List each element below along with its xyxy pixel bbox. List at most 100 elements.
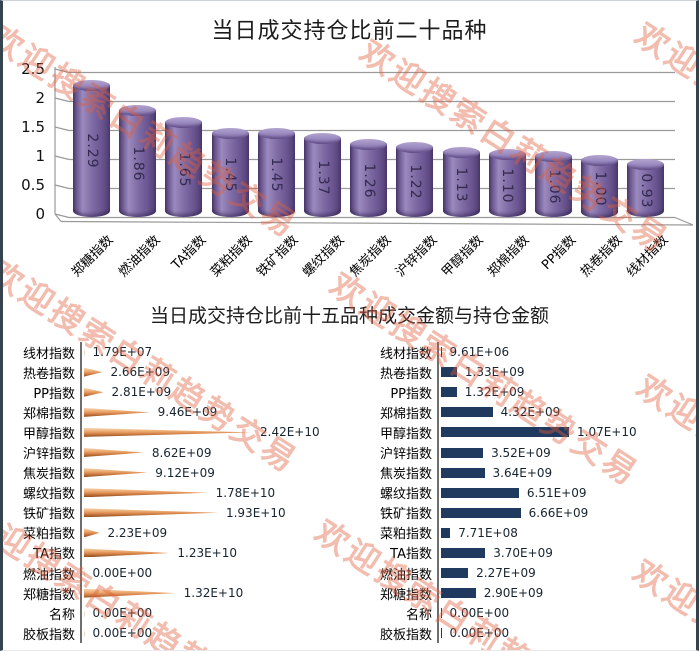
cylinder-bar: 1.37 — [304, 133, 341, 218]
bar-area: 2.66E+09 — [80, 362, 357, 383]
cylinder-bar: 1.65 — [165, 116, 203, 218]
category-label: 郑糖指数 — [22, 587, 75, 603]
category-label: 焦炭指数 — [379, 467, 432, 483]
chart-row: 菜粕指数 7.71E+08 — [359, 522, 696, 543]
category-label: 螺纹指数 — [379, 487, 432, 503]
cone-bar — [84, 347, 85, 357]
cylinder-top — [165, 116, 203, 128]
chart-row: TA指数 3.70E+09 — [359, 542, 696, 564]
category-label: 菜粕指数 — [379, 527, 432, 543]
top-chart-plot: 0 0.5 1 1.5 2 2.5 2.29 郑糖指数 1.86 燃油指数 1.65 TA指数 1.45… — [3, 49, 696, 304]
bar-area: 0.00E+00 — [80, 603, 357, 624]
cylinder-top — [581, 154, 619, 166]
bar-area: 1.78E+10 — [80, 482, 357, 503]
cylinder-top — [350, 139, 388, 151]
bar-area: 7.71E+08 — [437, 522, 696, 543]
bar-value-label: 6.51E+09 — [526, 485, 587, 500]
bar-value-label: 9.46E+09 — [157, 405, 218, 420]
bar-value-label: 1.26 — [360, 163, 377, 199]
cylinder-bar: 1.86 — [119, 104, 157, 218]
cone-bar — [84, 588, 176, 598]
chart-row: 胶板指数 0.00E+00 — [5, 623, 357, 644]
bar-value-label: 7.71E+08 — [458, 525, 518, 540]
cone-bar — [84, 528, 100, 538]
bar-value-label: 1.13 — [453, 167, 470, 203]
cylinder-top — [535, 151, 572, 163]
gridline — [54, 68, 70, 74]
cone-bar — [84, 387, 104, 397]
bar-area: 1.32E+09 — [437, 382, 696, 403]
bar-area: 0.00E+00 — [80, 623, 357, 644]
cylinder-body: 1.10 — [488, 153, 526, 218]
bar-area: 2.23E+09 — [80, 522, 357, 543]
bar-value-label: 1.32E+10 — [183, 586, 244, 601]
chart-row: 郑糖指数 2.90E+09 — [359, 583, 696, 604]
bar-value-label: 1.06 — [545, 169, 562, 205]
category-label: 焦炭指数 — [22, 467, 75, 483]
category-label: 郑棉指数 — [379, 406, 432, 422]
cylinder-top — [396, 141, 434, 153]
bar-value-label: 1.93E+10 — [225, 505, 286, 520]
cone-bar — [84, 468, 148, 478]
bar-area: 1.33E+09 — [437, 362, 696, 383]
cone-bar — [84, 548, 170, 558]
gridline — [54, 184, 70, 190]
bar-area: 1.07E+10 — [437, 422, 696, 443]
bar-area: 4.32E+09 — [437, 402, 696, 423]
chart-row: 甲醇指数 2.42E+10 — [5, 422, 357, 443]
chart-row: 焦炭指数 9.12E+09 — [5, 462, 357, 483]
bar — [441, 407, 493, 418]
cylinder-body: 1.26 — [350, 144, 388, 218]
bar-value-label: 3.70E+09 — [493, 545, 553, 560]
chart-row: 名称 0.00E+00 — [5, 603, 357, 624]
turnover-amount-chart: 线材指数 1.79E+07 热卷指数 2.66E+09 PP指数 2.81E+09 郑棉指数… — [5, 342, 357, 644]
cylinder-top — [488, 148, 526, 160]
category-label: 热卷指数 — [22, 366, 75, 382]
bar-value-label: 4.32E+09 — [500, 405, 561, 420]
bar-value-label: 0.00E+00 — [449, 606, 510, 621]
bar — [441, 367, 457, 378]
bar-value-label: 0.93 — [637, 172, 654, 209]
cylinder-bar: 2.29 — [73, 79, 110, 218]
category-label: 郑棉指数 — [22, 406, 75, 422]
cylinder-top — [627, 158, 665, 170]
chart-row: 燃油指数 2.27E+09 — [359, 563, 696, 584]
bar — [441, 447, 484, 458]
category-label: 名称 — [48, 607, 75, 623]
bar — [441, 547, 486, 558]
bar-value-label: 0.00E+00 — [92, 626, 153, 641]
cylinder-body: 1.45 — [211, 133, 249, 218]
chart-row: 铁矿指数 1.93E+10 — [5, 502, 357, 523]
bottom-chart-title: 当日成交持仓比前十五品种成交金额与持仓金额 — [149, 305, 549, 327]
cone-bar — [84, 488, 208, 498]
cone-bar — [84, 568, 85, 578]
cylinder-bar: 1.06 — [535, 151, 572, 218]
gridline — [54, 155, 70, 161]
cylinder-bar: 1.22 — [396, 141, 434, 218]
chart-row: PP指数 1.32E+09 — [359, 382, 696, 403]
bar — [441, 487, 519, 498]
category-label: 燃油指数 — [379, 567, 432, 583]
bar-area: 2.90E+09 — [437, 583, 696, 604]
cone-bar — [84, 407, 150, 417]
cylinder-body: 1.65 — [165, 121, 203, 218]
cylinder-top — [257, 128, 295, 140]
chart-row: 沪锌指数 8.62E+09 — [5, 442, 357, 463]
category-label: 线材指数 — [379, 346, 432, 362]
bar-area: 3.64E+09 — [437, 462, 696, 483]
category-label: 沪锌指数 — [379, 447, 432, 463]
gridline — [54, 97, 70, 103]
bar — [441, 427, 569, 438]
chart-row: 名称 0.00E+00 — [359, 603, 696, 624]
chart-row: 螺纹指数 1.78E+10 — [5, 482, 357, 503]
bar-area: 8.62E+09 — [80, 442, 357, 463]
cylinder-body: 1.86 — [119, 109, 157, 218]
category-label: 螺纹指数 — [22, 487, 75, 503]
bar-value-label: 9.12E+09 — [155, 465, 215, 480]
bar-value-label: 2.27E+09 — [476, 566, 536, 581]
chart-row: 甲醇指数 1.07E+10 — [359, 422, 696, 443]
category-label: 胶板指数 — [22, 627, 75, 643]
bar — [441, 507, 521, 518]
bar-area: 9.12E+09 — [80, 462, 357, 483]
bar-area: 1.93E+10 — [80, 502, 357, 523]
